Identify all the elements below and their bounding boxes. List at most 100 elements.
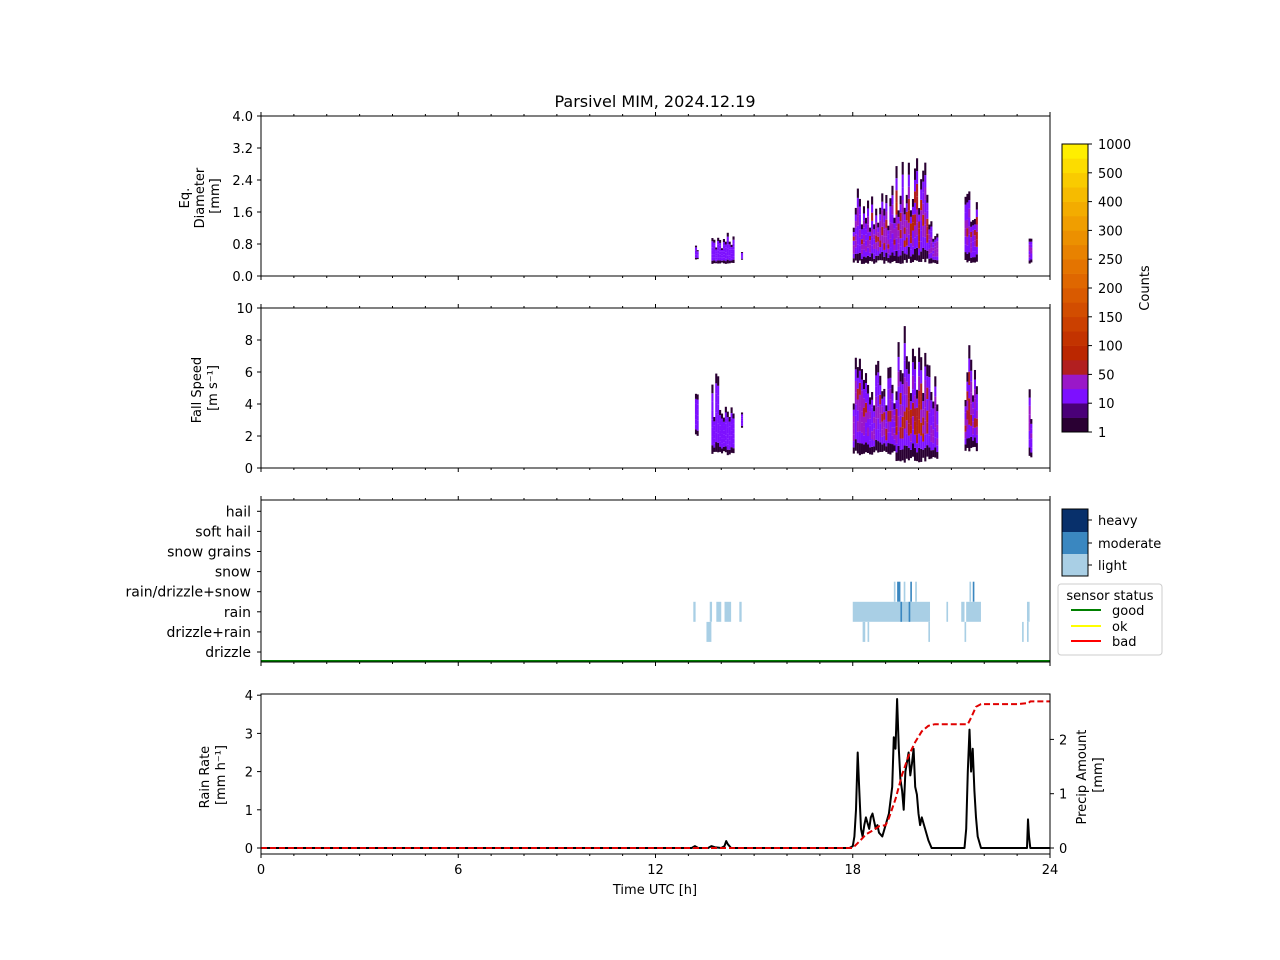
precip-type-cell xyxy=(972,581,975,602)
heat-cell xyxy=(724,440,727,447)
heat-cell xyxy=(856,216,859,226)
colorbar-ticks: 1 10 50 100 150 200 250 300 400 500 1000 xyxy=(1088,138,1131,441)
colorbar-tick-label: 10 xyxy=(1098,397,1115,412)
heat-cell xyxy=(728,421,731,427)
heat-cell xyxy=(858,229,861,238)
heat-cell xyxy=(972,235,975,242)
heat-cell xyxy=(970,359,973,371)
heat-cell xyxy=(726,248,729,252)
heat-cell xyxy=(889,238,892,248)
heat-cell xyxy=(856,244,859,254)
heat-cell xyxy=(926,364,929,377)
precip-amount-y-ticks: 0 1 2 xyxy=(1050,733,1067,857)
heat-cell xyxy=(881,413,884,422)
heat-cell xyxy=(916,452,919,462)
heat-cell xyxy=(936,404,939,412)
heat-cell xyxy=(858,237,861,246)
heat-cell xyxy=(713,251,716,255)
heat-cell xyxy=(913,225,917,238)
heat-cell xyxy=(724,418,727,424)
heat-cell xyxy=(860,411,863,423)
heat-cell xyxy=(934,252,937,257)
heat-cell xyxy=(964,228,967,237)
heat-cell xyxy=(871,439,874,447)
heat-cell xyxy=(869,248,872,253)
x-tick-label: 18 xyxy=(844,863,861,878)
heat-cell xyxy=(696,420,699,426)
heat-cell xyxy=(897,445,900,461)
heat-cell xyxy=(856,235,859,245)
heat-cell xyxy=(875,364,878,376)
heat-cell xyxy=(928,248,931,254)
heat-cell xyxy=(893,239,896,245)
heat-cell xyxy=(887,257,890,263)
heat-cell xyxy=(922,236,925,248)
heat-cell xyxy=(722,251,725,255)
heat-cell xyxy=(897,401,900,417)
heat-cell xyxy=(905,194,908,204)
heat-cell xyxy=(866,232,870,240)
heat-cell xyxy=(975,202,978,210)
heat-cell xyxy=(862,249,866,257)
heat-cell xyxy=(852,415,855,423)
heat-cell xyxy=(885,440,888,447)
heat-cell xyxy=(924,175,927,188)
x-axis-label: Time UTC [h] xyxy=(612,883,697,898)
heat-cell xyxy=(968,371,971,385)
heat-cell xyxy=(696,252,699,254)
heat-cell xyxy=(922,392,925,402)
heat-cell xyxy=(879,442,882,452)
precip-type-cell xyxy=(900,601,903,622)
heat-cell xyxy=(897,230,900,237)
fall-speed-y-tick-label: 6 xyxy=(245,366,253,381)
heat-cell xyxy=(926,433,929,446)
heat-cell xyxy=(905,211,908,221)
heat-cell xyxy=(936,452,939,459)
heat-cell xyxy=(911,375,915,390)
heat-cell xyxy=(720,253,724,256)
colorbar-tick-label: 300 xyxy=(1098,224,1123,239)
heat-cell xyxy=(901,238,904,251)
heat-cell xyxy=(966,211,969,220)
heat-cell xyxy=(711,254,714,258)
heat-cell xyxy=(1028,405,1031,415)
heat-cell xyxy=(903,326,906,344)
heat-cell xyxy=(866,435,870,445)
heat-cell xyxy=(879,240,882,248)
rain-rate-y-tick-label: 2 xyxy=(245,766,253,781)
heat-cell xyxy=(871,446,874,455)
heat-cell xyxy=(975,402,978,411)
heat-cell xyxy=(897,243,900,250)
heat-cell xyxy=(913,434,917,448)
heat-cell xyxy=(858,214,861,223)
heat-cell xyxy=(916,407,919,417)
heat-cell xyxy=(909,449,912,459)
heat-cell xyxy=(694,247,698,250)
heat-cell xyxy=(715,393,718,403)
heat-cell xyxy=(724,423,727,430)
heat-cell xyxy=(881,201,884,211)
heat-cell xyxy=(875,439,878,451)
heat-cell xyxy=(869,447,872,455)
heat-cell xyxy=(907,186,910,199)
heat-cell xyxy=(1030,438,1033,443)
heat-cell xyxy=(719,248,722,252)
heat-cell xyxy=(740,258,744,260)
heat-cell xyxy=(968,217,971,227)
heat-cell xyxy=(854,415,857,428)
heat-cell xyxy=(696,399,699,405)
heat-cell xyxy=(936,418,939,425)
fall-speed-heatmap xyxy=(694,326,1033,463)
precip-type-cell xyxy=(716,601,722,622)
rain-rate-y-tick-label: 1 xyxy=(245,804,253,819)
heat-cell xyxy=(970,370,973,382)
heat-cell xyxy=(724,429,727,436)
heat-cell xyxy=(972,257,975,263)
heat-cell xyxy=(732,443,735,449)
heat-cell xyxy=(711,260,714,264)
heat-cell xyxy=(694,257,698,260)
heat-cell xyxy=(970,436,973,448)
heat-cell xyxy=(696,404,699,410)
heat-cell xyxy=(903,253,906,261)
heat-cell xyxy=(885,434,888,441)
